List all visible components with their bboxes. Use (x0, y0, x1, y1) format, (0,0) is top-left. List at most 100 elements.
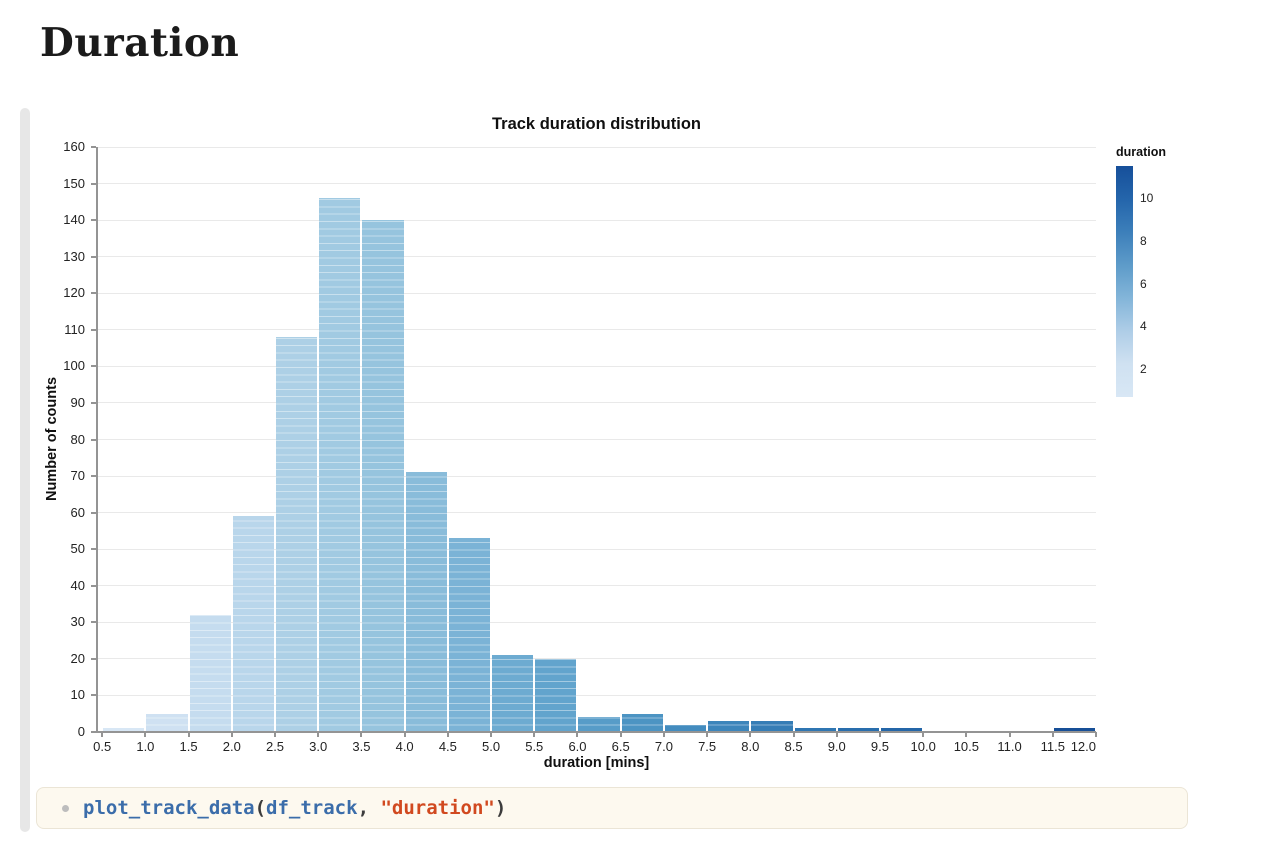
code-token-p: ) (494, 797, 507, 819)
histogram-bar[interactable] (492, 655, 534, 732)
x-tick-mark (533, 732, 536, 737)
x-tick-label: 1.5 (179, 739, 198, 754)
x-tick-label: 4.5 (438, 739, 457, 754)
x-tick-mark (1095, 732, 1097, 737)
histogram-bar[interactable] (664, 724, 707, 732)
y-tick-mark (91, 621, 96, 624)
y-tick-label: 30 (70, 614, 85, 630)
colorbar-tick-label: 8 (1140, 233, 1147, 248)
x-tick-label: 10.5 (953, 739, 980, 754)
gridline (97, 585, 1096, 587)
x-tick-label: 2.0 (222, 739, 241, 754)
x-tick-mark (144, 732, 147, 737)
y-tick-label: 0 (77, 724, 85, 739)
y-tick-label: 120 (63, 285, 85, 301)
code-token-p: , (357, 797, 370, 819)
y-tick-label: 140 (63, 212, 85, 228)
gridline (97, 621, 1096, 623)
y-tick-mark (91, 511, 96, 514)
cell-bullet-icon (62, 804, 69, 812)
y-tick-mark (91, 292, 96, 295)
code-token-p (369, 797, 380, 819)
gridline (97, 402, 1096, 404)
x-tick-mark (187, 732, 190, 737)
y-tick-mark (91, 548, 96, 551)
y-tick-label: 40 (70, 577, 85, 593)
gridline (97, 548, 1096, 550)
colorbar-tick-label: 10 (1140, 191, 1154, 206)
x-tick-label: 3.5 (352, 739, 371, 754)
x-tick-label: 1.0 (136, 739, 155, 754)
histogram-bar[interactable] (578, 717, 620, 732)
y-tick-mark (91, 584, 96, 587)
y-axis-line (96, 147, 98, 732)
histogram-bar[interactable] (276, 337, 318, 732)
x-axis-title: duration [mins] (543, 755, 650, 771)
y-tick-mark (91, 365, 96, 368)
colorbar-gradient (1116, 166, 1133, 397)
histogram-bar[interactable] (708, 721, 750, 732)
y-tick-mark (91, 401, 96, 404)
code-cell: plot_track_data(df_track, "duration") (36, 787, 1188, 829)
x-tick-label: 8.5 (784, 739, 803, 754)
histogram-bar[interactable] (621, 713, 663, 732)
x-tick-mark (749, 732, 752, 737)
x-tick-label: 11.0 (997, 739, 1022, 754)
x-tick-label: 9.5 (870, 739, 889, 754)
y-tick-label: 80 (70, 431, 85, 447)
colorbar-legend: duration 10 8 6 4 2 (1116, 145, 1206, 415)
histogram-bar[interactable] (448, 538, 491, 732)
x-tick-mark (662, 732, 665, 737)
colorbar-title: duration (1116, 145, 1166, 159)
x-tick-mark (317, 732, 320, 737)
x-tick-mark (792, 732, 795, 737)
y-tick-mark (91, 657, 96, 660)
histogram-bar[interactable] (319, 198, 361, 732)
y-tick-mark (91, 694, 96, 697)
histogram-bar[interactable] (146, 713, 188, 732)
histogram-bar[interactable] (103, 728, 145, 732)
histogram-bar[interactable] (1053, 728, 1095, 732)
histogram-bar[interactable] (880, 728, 923, 732)
histogram-bar[interactable] (405, 472, 447, 732)
x-tick-mark (274, 732, 277, 737)
x-tick-label: 9.0 (827, 739, 846, 754)
y-tick-label: 60 (70, 504, 85, 520)
x-tick-mark (360, 732, 363, 737)
y-tick-mark (91, 182, 96, 185)
x-tick-label: 2.5 (265, 739, 285, 754)
histogram-bar[interactable] (189, 615, 231, 732)
histogram-bar[interactable] (362, 220, 404, 732)
y-tick-mark (91, 438, 96, 441)
y-tick-label: 70 (70, 468, 85, 484)
histogram-bar[interactable] (535, 658, 577, 732)
y-tick-label: 90 (70, 394, 85, 410)
histogram-bar[interactable] (837, 728, 879, 732)
y-tick-mark (91, 731, 96, 733)
x-tick-label: 4.0 (395, 739, 414, 754)
x-tick-mark (230, 732, 233, 737)
gridline (97, 329, 1096, 331)
gridline (97, 146, 1096, 148)
code-token-fn: df_track (266, 797, 358, 819)
x-tick-mark (101, 732, 104, 737)
code-line: plot_track_data(df_track, "duration") (83, 797, 506, 819)
histogram-bar[interactable] (751, 721, 793, 732)
gridline (97, 512, 1096, 514)
x-tick-mark (835, 732, 838, 737)
gridline (97, 256, 1096, 258)
y-tick-label: 110 (64, 321, 85, 337)
x-tick-label: 11.5 (1040, 739, 1065, 754)
x-tick-label: 6.0 (568, 739, 587, 754)
gridline (97, 219, 1096, 221)
x-tick-mark (706, 732, 709, 737)
histogram-bar[interactable] (794, 728, 836, 732)
page-title: Duration (40, 20, 240, 66)
histogram-bar[interactable] (232, 516, 275, 732)
y-tick-label: 150 (63, 175, 85, 191)
x-tick-mark (446, 732, 449, 737)
gridline (97, 183, 1096, 185)
gridline (97, 292, 1096, 294)
x-tick-mark (1008, 732, 1011, 737)
